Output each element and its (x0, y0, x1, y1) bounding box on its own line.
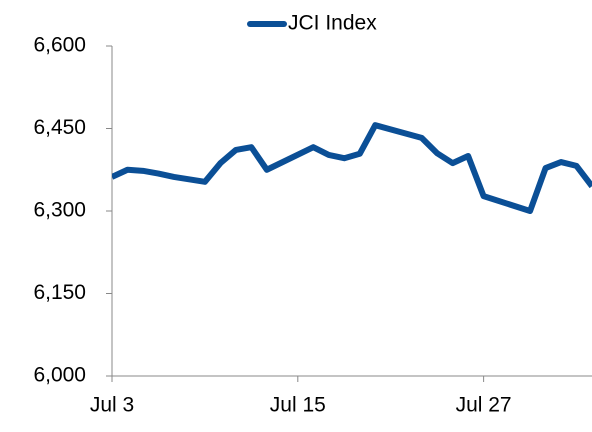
y-tick-label: 6,300 (33, 199, 86, 222)
x-tick-label: Jul 15 (270, 394, 326, 417)
x-tick-label: Jul 3 (90, 394, 134, 417)
y-tick-label: 6,000 (33, 364, 86, 387)
y-tick-label: 6,600 (33, 34, 86, 57)
y-tick-label: 6,450 (33, 116, 86, 139)
y-tick-label: 6,150 (33, 281, 86, 304)
x-tick-label: Jul 27 (456, 394, 512, 417)
legend-label: JCI Index (288, 12, 377, 35)
data-line (112, 122, 592, 214)
